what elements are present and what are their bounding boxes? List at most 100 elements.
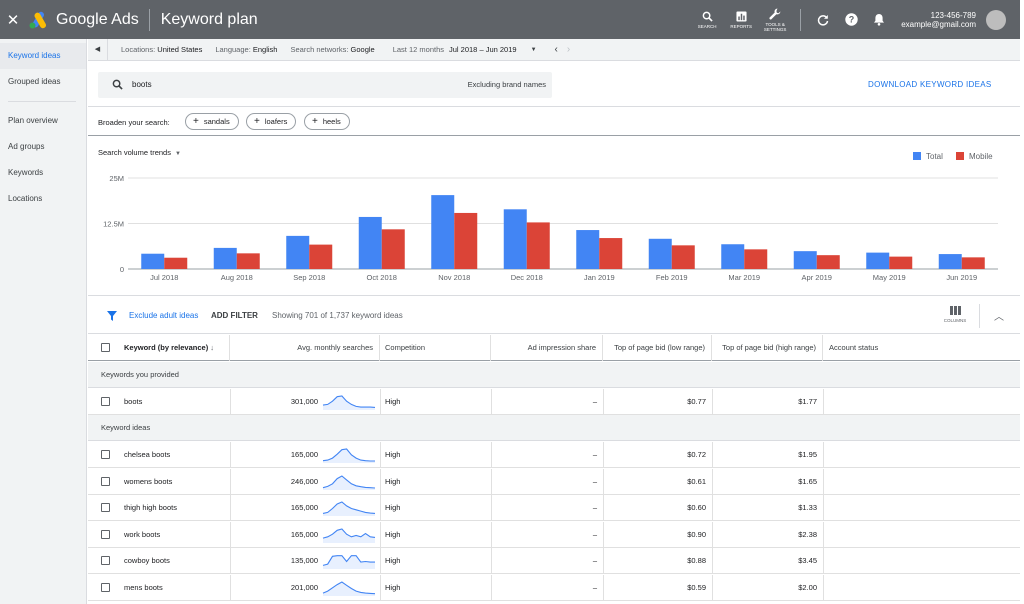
impression-share-cell: – <box>592 529 597 539</box>
sidebar-item-keywords[interactable]: Keywords <box>8 168 44 177</box>
cell-divider <box>712 495 713 521</box>
header-avg-monthly-searches[interactable]: Avg. monthly searches <box>230 335 380 361</box>
search-term[interactable]: boots <box>132 80 152 89</box>
cell-divider <box>603 389 604 415</box>
next-period-icon[interactable]: › <box>566 44 571 55</box>
broaden-chip-sandals[interactable]: + sandals <box>185 113 239 130</box>
cell-divider <box>230 574 231 601</box>
download-keyword-ideas-button[interactable]: DOWNLOAD KEYWORD IDEAS <box>868 80 992 89</box>
reports-tool-label: REPORTS <box>730 23 753 29</box>
excluding-brand-names[interactable]: Excluding brand names <box>467 80 546 89</box>
sidebar-item-locations[interactable]: Locations <box>8 194 43 203</box>
header-bid-low[interactable]: Top of page bid (low range) <box>603 335 712 361</box>
columns-button[interactable]: COLUMNS <box>941 306 969 323</box>
row-checkbox[interactable] <box>101 503 110 512</box>
exclude-adult-ideas-filter[interactable]: Exclude adult ideas <box>129 311 199 320</box>
cell-divider <box>380 521 381 548</box>
competition-cell: High <box>385 503 401 512</box>
cell-divider <box>603 548 604 574</box>
sidebar-item-keyword-ideas[interactable]: Keyword ideas <box>0 43 86 69</box>
close-icon[interactable]: ✕ <box>6 11 20 29</box>
language-label: Language: <box>215 45 251 54</box>
header-bid-high[interactable]: Top of page bid (high range) <box>712 335 823 361</box>
row-checkbox[interactable] <box>101 450 110 459</box>
header-account-status[interactable]: Account status <box>829 343 879 352</box>
collapse-sidebar-icon[interactable]: ◀ <box>88 38 108 61</box>
row-checkbox[interactable] <box>101 582 110 592</box>
row-checkbox[interactable] <box>101 529 110 539</box>
keyword-cell[interactable]: work boots <box>124 529 161 539</box>
search-icon <box>702 11 713 22</box>
date-range-selector[interactable]: Last 12 months Jul 2018 – Jun 2019 <box>393 45 517 54</box>
language-value: English <box>252 45 278 54</box>
keyword-cell[interactable]: womens boots <box>124 476 173 486</box>
refresh-icon[interactable] <box>809 14 837 26</box>
table-row[interactable]: thigh high boots 165,000 High – $0.60 $1.33 <box>88 495 1020 521</box>
broaden-chip-loafers[interactable]: + loafers <box>246 113 297 130</box>
keyword-cell[interactable]: cowboy boots <box>124 556 170 565</box>
table-row[interactable]: cowboy boots 135,000 High – $0.88 $3.45 <box>88 548 1020 574</box>
search-tool-button[interactable]: SEARCH <box>690 11 724 29</box>
x-tick-label: Mar 2019 <box>728 273 760 282</box>
cell-divider <box>712 521 713 548</box>
brand-name: Google Ads <box>56 10 139 28</box>
table-row[interactable]: boots 301,000 High – $0.77 $1.77 <box>88 389 1020 415</box>
cell-divider <box>230 468 231 495</box>
keyword-cell[interactable]: thigh high boots <box>124 503 177 512</box>
table-row[interactable]: womens boots 246,000 High – $0.61 $1.65 <box>88 468 1020 495</box>
cell-divider <box>380 548 381 574</box>
table-row[interactable]: mens boots 201,000 High – $0.59 $2.00 <box>88 574 1020 601</box>
sidebar-item-grouped-ideas[interactable]: Grouped ideas <box>8 77 61 86</box>
add-filter-button[interactable]: ADD FILTER <box>211 311 258 320</box>
header-competition[interactable]: Competition <box>380 335 491 361</box>
bid-high-cell: $1.95 <box>798 450 817 459</box>
networks-value: Google <box>350 45 375 54</box>
sidebar-item-ad-groups[interactable]: Ad groups <box>8 142 45 151</box>
results-count: Showing 701 of 1,737 keyword ideas <box>272 311 403 320</box>
competition-cell: High <box>385 476 401 486</box>
locations-filter[interactable]: Locations: United States <box>121 45 202 54</box>
bar-mobile <box>236 253 260 269</box>
help-icon[interactable]: ? <box>837 13 865 26</box>
row-checkbox[interactable] <box>101 476 110 486</box>
keyword-cell[interactable]: boots <box>124 397 143 406</box>
bar-mobile <box>816 255 840 269</box>
date-range-dropdown-icon[interactable]: ▼ <box>530 46 537 53</box>
competition-cell: High <box>385 582 401 592</box>
previous-period-icon[interactable]: ‹ <box>554 44 558 55</box>
sidebar-item-plan-overview[interactable]: Plan overview <box>8 116 58 125</box>
search-icon <box>112 79 123 90</box>
chevron-up-icon[interactable]: ︿ <box>994 312 1004 323</box>
bid-high-cell: $1.33 <box>798 503 817 512</box>
broaden-label: Broaden your search: <box>98 118 170 127</box>
table-row[interactable]: chelsea boots 165,000 High – $0.72 $1.95 <box>88 442 1020 468</box>
reports-tool-button[interactable]: REPORTS <box>724 10 758 29</box>
select-all-checkbox[interactable] <box>101 343 110 352</box>
filter-icon[interactable] <box>107 311 117 321</box>
keyword-cell[interactable]: mens boots <box>124 582 163 592</box>
broaden-chip-heels[interactable]: + heels <box>304 113 350 130</box>
avatar[interactable] <box>986 9 1006 30</box>
header-ad-impression-share[interactable]: Ad impression share <box>491 335 603 361</box>
impression-share-cell: – <box>592 556 597 565</box>
networks-filter[interactable]: Search networks: Google <box>290 45 374 54</box>
language-filter[interactable]: Language: English <box>215 45 277 54</box>
chip-label: heels <box>322 117 341 126</box>
sidebar: Keyword ideas Grouped ideas Plan overvie… <box>0 39 87 604</box>
notifications-bell-icon[interactable] <box>865 13 893 26</box>
search-trend-sparkline <box>322 474 376 490</box>
keyword-search-box[interactable]: boots Excluding brand names <box>98 72 552 98</box>
row-checkbox[interactable] <box>101 397 110 406</box>
search-volume-trends-dropdown[interactable]: Search volume trends ▼ <box>98 148 181 157</box>
tools-settings-button[interactable]: TOOLS & SETTINGS <box>758 8 792 32</box>
y-tick-label: 0 <box>120 265 124 274</box>
y-tick-label: 12.5M <box>103 220 124 229</box>
keyword-cell[interactable]: chelsea boots <box>124 450 171 459</box>
search-tool-label: SEARCH <box>697 23 717 29</box>
row-checkbox[interactable] <box>101 556 110 565</box>
header-keyword[interactable]: Keyword (by relevance) ↓ <box>124 335 230 361</box>
bar-total <box>213 247 237 269</box>
account-info[interactable]: 123-456-789 example@gmail.com <box>901 11 976 29</box>
table-row[interactable]: work boots 165,000 High – $0.90 $2.38 <box>88 521 1020 548</box>
arrow-down-icon: ↓ <box>210 343 215 352</box>
